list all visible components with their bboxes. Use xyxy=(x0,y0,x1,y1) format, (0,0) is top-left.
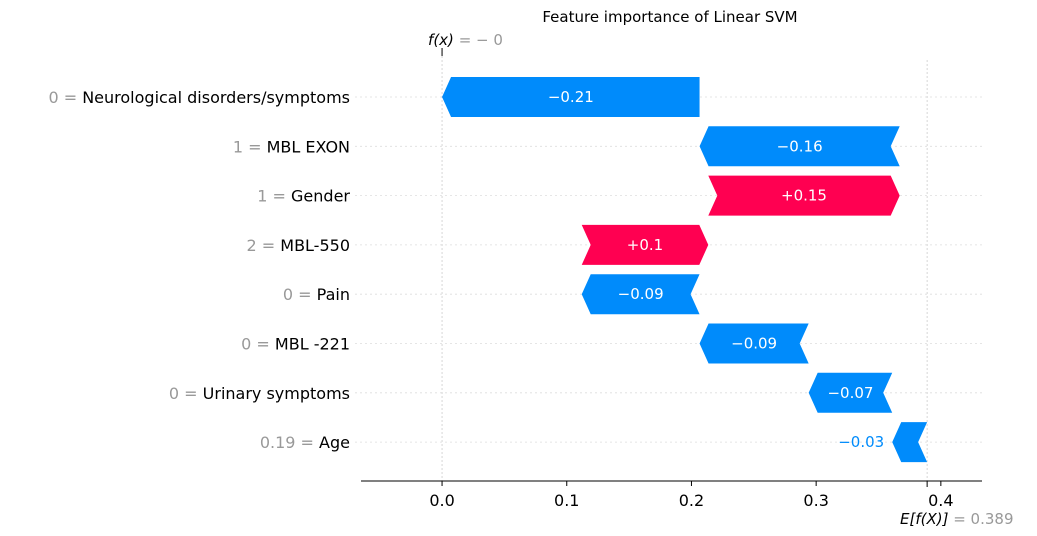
feature-name: Gender xyxy=(291,187,350,206)
bar-value-label: −0.09 xyxy=(731,335,777,353)
feature-label: 0 = MBL -221 xyxy=(241,335,350,354)
x-tick-label: 0.2 xyxy=(679,491,704,510)
feature-name: MBL -221 xyxy=(275,335,350,354)
feature-value: 0 = xyxy=(283,285,317,304)
feature-name: Neurological disorders/symptoms xyxy=(82,88,350,107)
bar-value-label: +0.15 xyxy=(781,187,827,205)
x-tick-label: 0.3 xyxy=(803,491,828,510)
feature-label: 1 = MBL EXON xyxy=(233,137,350,156)
bar-value-label: +0.1 xyxy=(627,236,663,254)
contribution-bar xyxy=(892,422,928,463)
feature-value: 0 = xyxy=(169,384,203,403)
contribution-bar xyxy=(708,175,900,216)
contribution-bar xyxy=(581,224,709,265)
fx-annotation: f(x) = − 0 xyxy=(428,31,503,49)
contribution-bar xyxy=(808,372,893,413)
x-tick-label: 0.4 xyxy=(928,491,953,510)
efx-annotation: E[f(X)] = 0.389 xyxy=(900,510,1014,528)
feature-label: 2 = MBL-550 xyxy=(247,236,351,255)
grid-layer xyxy=(355,48,982,487)
feature-value: 1 = xyxy=(257,187,291,206)
feature-value: 2 = xyxy=(247,236,281,255)
feature-label: 1 = Gender xyxy=(257,187,350,206)
feature-label: 0.19 = Age xyxy=(260,433,350,452)
feature-value: 0 = xyxy=(241,335,275,354)
bar-value-label: −0.16 xyxy=(777,137,823,155)
chart-title: Feature importance of Linear SVM xyxy=(542,8,797,26)
efx-value: = 0.389 xyxy=(953,510,1013,528)
bars-layer xyxy=(442,77,928,463)
feature-label: 0 = Urinary symptoms xyxy=(169,384,350,403)
feature-value: 0.19 = xyxy=(260,433,319,452)
feature-label: 0 = Neurological disorders/symptoms xyxy=(48,88,350,107)
x-tick-label: 0.1 xyxy=(554,491,579,510)
feature-name: Pain xyxy=(317,285,350,304)
feature-name: MBL-550 xyxy=(280,236,350,255)
bar-value-label: −0.03 xyxy=(838,433,884,451)
bar-value-label: −0.07 xyxy=(827,384,873,402)
feature-value: 0 = xyxy=(48,88,82,107)
feature-label: 0 = Pain xyxy=(283,285,350,304)
labels-layer: 0 = Neurological disorders/symptoms −0.21… xyxy=(48,31,1013,528)
contribution-bar xyxy=(699,126,900,167)
bar-value-label: −0.09 xyxy=(618,285,664,303)
bar-value-label: −0.21 xyxy=(548,88,594,106)
fx-value: = − 0 xyxy=(459,31,503,49)
efx-label: E[f(X)] xyxy=(900,510,953,528)
contribution-bar xyxy=(581,274,700,315)
feature-name: MBL EXON xyxy=(267,137,350,156)
fx-label: f(x) xyxy=(428,31,459,49)
x-axis: 0.0 0.1 0.2 0.3 0.4 xyxy=(361,480,982,510)
feature-value: 1 = xyxy=(233,137,267,156)
x-tick-label: 0.0 xyxy=(429,491,454,510)
contribution-bar xyxy=(442,77,700,117)
contribution-bar xyxy=(699,323,809,364)
feature-name: Age xyxy=(319,433,350,452)
feature-name: Urinary symptoms xyxy=(203,384,350,403)
